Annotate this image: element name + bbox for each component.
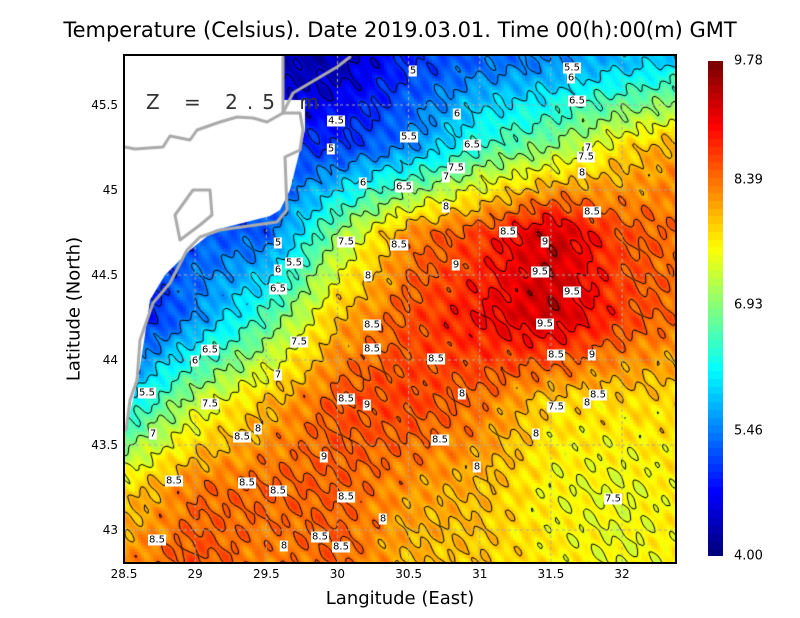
contour-label: 9.5 <box>563 286 581 298</box>
colorbar-tick-label: 8.39 <box>734 172 763 188</box>
contour-label: 8.5 <box>337 491 355 503</box>
contour-label: 5.5 <box>400 131 418 143</box>
y-tick-label: 45 <box>102 183 118 197</box>
contour-label: 6.5 <box>568 95 586 107</box>
contour-label: 7 <box>441 171 451 183</box>
contour-label: 9.5 <box>531 266 549 278</box>
contour-label: 8.5 <box>589 389 607 401</box>
contour-label: 7 <box>273 369 283 381</box>
contour-label: 7.5 <box>547 401 565 413</box>
contour-label: 8 <box>363 270 373 282</box>
contour-label: 8.5 <box>363 319 381 331</box>
contour-label: 9 <box>587 349 597 361</box>
contour-label: 7.5 <box>290 336 308 348</box>
contour-label: 8 <box>378 513 388 525</box>
contour-label: 9.5 <box>536 318 554 330</box>
contour-label: 8.5 <box>547 349 565 361</box>
y-tick-label: 43.5 <box>91 438 118 452</box>
contour-label: 7.5 <box>337 236 355 248</box>
contour-label: 8.5 <box>311 531 329 543</box>
y-tick-label: 44 <box>102 353 118 367</box>
contour-label: 8.5 <box>431 434 449 446</box>
temperature-heatmap <box>124 55 676 563</box>
contour-label: 8 <box>531 428 541 440</box>
contour-label: 9 <box>362 399 372 411</box>
contour-label: 5 <box>326 143 336 155</box>
x-tick-label: 31.5 <box>537 567 565 581</box>
x-tick-label: 32 <box>614 567 630 581</box>
x-tick-label: 29.5 <box>252 567 280 581</box>
contour-label: 9 <box>540 236 550 248</box>
contour-label: 8.5 <box>390 239 408 251</box>
contour-label: 6 <box>273 264 283 276</box>
colorbar-tick-label: 6.93 <box>734 297 763 313</box>
contour-label: 8.5 <box>583 206 601 218</box>
x-tick-label: 28.5 <box>110 567 138 581</box>
y-tick-label: 45.5 <box>91 98 118 112</box>
contour-label: 8.5 <box>269 485 287 497</box>
contour-label: 6.5 <box>269 283 287 295</box>
contour-label: 6 <box>566 72 576 84</box>
contour-label: 7.5 <box>577 151 595 163</box>
contour-label: 5.5 <box>563 62 581 74</box>
contour-label: 7 <box>583 142 593 154</box>
x-tick-label: 29 <box>187 567 203 581</box>
contour-label: 9 <box>451 259 461 271</box>
contour-label: 8 <box>582 397 592 409</box>
contour-label: 5.5 <box>138 387 156 399</box>
x-tick-label: 30 <box>329 567 346 581</box>
contour-label: 6 <box>190 355 200 367</box>
contour-label: 6.5 <box>201 344 219 356</box>
y-tick-label: 44.5 <box>91 268 118 282</box>
colorbar <box>708 61 723 556</box>
contour-label: 8.5 <box>165 475 183 487</box>
contour-label: 8 <box>441 201 451 213</box>
contour-label: 7.5 <box>201 398 219 410</box>
contour-label: 8.5 <box>233 431 251 443</box>
contour-label: 8 <box>253 423 263 435</box>
contour-label: 8.5 <box>363 343 381 355</box>
contour-label: 8.5 <box>238 477 256 489</box>
contour-label: 6 <box>358 177 368 189</box>
x-axis-label: Langitude (East) <box>325 588 475 609</box>
colorbar-tick-label: 9.78 <box>734 53 763 69</box>
colorbar-tick-label: 5.46 <box>734 423 763 439</box>
contour-label: 8 <box>279 540 289 552</box>
contour-label: 6 <box>452 108 462 120</box>
contour-label: 9 <box>319 451 329 463</box>
x-tick-label: 30.5 <box>395 567 422 581</box>
y-axis-label: Latitude (North) <box>63 236 85 382</box>
colorbar-tick-label: 4.00 <box>734 548 763 564</box>
contour-label: 7.5 <box>604 493 622 505</box>
contour-label: 8 <box>472 461 482 473</box>
contour-label: 4.5 <box>327 115 345 127</box>
y-tick-label: 43 <box>102 523 118 537</box>
contour-label: 6.5 <box>463 139 481 151</box>
contour-label: 8.5 <box>427 353 445 365</box>
contour-label: 8 <box>457 388 467 400</box>
contour-label: 8.5 <box>332 541 350 553</box>
contour-label: 5 <box>273 237 283 249</box>
contour-label: 8 <box>577 167 587 179</box>
contour-label: 5.5 <box>285 257 303 269</box>
contour-label: 7 <box>148 428 158 440</box>
depth-annotation: Z = 2.5 m <box>146 90 328 114</box>
contour-label: 8.5 <box>337 393 355 405</box>
x-tick-label: 31 <box>472 567 488 581</box>
contour-label: 5 <box>408 65 418 77</box>
contour-label: 8.5 <box>148 534 166 546</box>
contour-label: 8.5 <box>499 226 517 238</box>
contour-label: 7.5 <box>447 162 465 174</box>
contour-label: 6.5 <box>395 181 413 193</box>
chart-title: Temperature (Celsius). Date 2019.03.01. … <box>63 18 737 42</box>
